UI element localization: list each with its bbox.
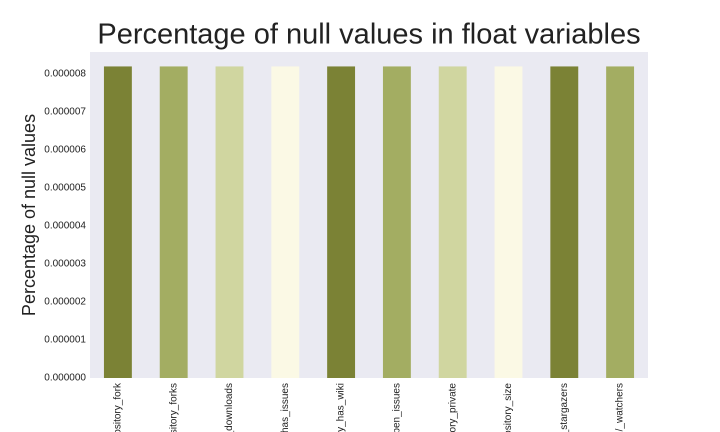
y-tick-label: 0.000008: [44, 69, 86, 80]
x-tick-label: pen_issues: [392, 383, 403, 432]
y-tick-label: 0.000004: [44, 221, 86, 232]
bar: [606, 66, 635, 378]
x-tick-label: _downloads: [224, 383, 235, 432]
bar: [215, 66, 244, 378]
y-tick-label: 0.000002: [44, 297, 86, 308]
x-tick-label: ository_fork: [113, 382, 124, 432]
y-tick-label: 0.000007: [44, 107, 86, 118]
y-tick-label: 0.000006: [44, 145, 86, 156]
bar: [271, 66, 300, 378]
bar: [103, 66, 132, 378]
bar: [382, 66, 411, 378]
bar: [327, 66, 356, 378]
y-tick-label: 0.000000: [44, 373, 86, 384]
x-tick-label: y_has_wiki: [336, 383, 347, 432]
y-tick-label: 0.000003: [44, 259, 86, 270]
bar: [159, 66, 188, 378]
x-tick-label: /_watchers: [615, 383, 626, 431]
x-tick-label: sitory_forks: [168, 383, 179, 432]
y-tick-label: 0.000005: [44, 183, 86, 194]
bar: [494, 66, 523, 378]
y-tick-label: 0.000001: [44, 335, 86, 346]
x-tick-label: ory_private: [447, 383, 458, 432]
x-tick-label: _stargazers: [559, 383, 570, 432]
y-axis-label: Percentage of null values: [19, 114, 39, 316]
x-tick-label: ository_size: [503, 383, 514, 432]
x-tick-label: has_issues: [280, 383, 291, 432]
bar: [438, 66, 467, 378]
chart-title: Percentage of null values in float varia…: [97, 19, 640, 51]
bar: [550, 66, 579, 378]
